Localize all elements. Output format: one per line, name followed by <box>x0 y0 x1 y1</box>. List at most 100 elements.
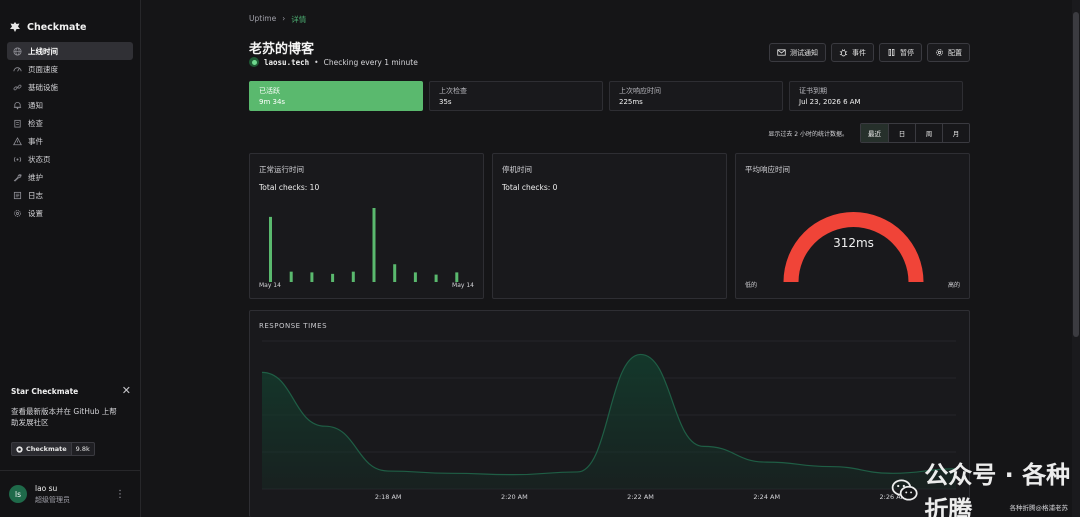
test-notification-button[interactable]: 测试通知 <box>769 43 826 62</box>
star-description: 查看最新版本并在 GitHub 上帮助发展社区 <box>11 407 117 427</box>
range-option[interactable]: 最近 <box>861 124 888 142</box>
mail-icon <box>777 49 786 56</box>
user-role: 超级管理员 <box>35 495 70 504</box>
gauge-fill <box>783 211 924 282</box>
sidebar-item-clipboard[interactable]: 检查 <box>7 114 133 132</box>
incidents-button[interactable]: 事件 <box>831 43 874 62</box>
uptime-total-checks: Total checks: 10 <box>259 183 320 192</box>
sidebar-item-warning[interactable]: 事件 <box>7 132 133 150</box>
close-icon[interactable]: ✕ <box>121 384 131 397</box>
stat-card: 已活跃 9m 34s <box>249 81 423 111</box>
monitor-actions: 测试通知 事件 暂停 配置 <box>769 43 970 62</box>
star-checkmate-card: Star Checkmate ✕ 查看最新版本并在 GitHub 上帮助发展社区… <box>0 380 140 456</box>
range-option[interactable]: 日 <box>888 124 915 142</box>
sidebar-item-label: 上线时间 <box>28 46 58 56</box>
pause-button[interactable]: 暂停 <box>879 43 922 62</box>
scrollbar[interactable] <box>1072 0 1080 517</box>
uptime-bar[interactable] <box>413 272 417 282</box>
uptime-bar[interactable] <box>455 272 459 282</box>
settings-icon <box>13 209 22 218</box>
checkmate-logo-icon <box>10 22 20 32</box>
clipboard-icon <box>13 119 22 128</box>
watermark-small: 各种折腾@格浦老苏 <box>1009 504 1069 512</box>
github-star-count: 9.8k <box>71 442 95 456</box>
configure-label: 配置 <box>948 49 962 57</box>
x-tick-label: 2:22 AM <box>627 493 654 501</box>
scroll-thumb[interactable] <box>1073 12 1079 337</box>
uptime-bar[interactable] <box>310 272 314 282</box>
status-up-icon <box>249 57 259 67</box>
sidebar-item-label: 日志 <box>28 190 43 200</box>
sidebar-item-wrench[interactable]: 维护 <box>7 168 133 186</box>
range-option[interactable]: 月 <box>942 124 969 142</box>
response-line <box>261 353 957 476</box>
uptime-bar[interactable] <box>331 273 335 282</box>
brand-name: Checkmate <box>27 21 87 33</box>
bell-icon <box>13 101 22 110</box>
uptime-bar[interactable] <box>289 271 293 282</box>
range-option[interactable]: 周 <box>915 124 942 142</box>
downtime-panel: 停机时间 Total checks: 0 <box>492 153 727 299</box>
warning-icon <box>13 136 22 146</box>
link-icon <box>13 83 22 92</box>
stat-label: 已活跃 <box>259 87 280 95</box>
sidebar-item-globe[interactable]: 上线时间 <box>7 42 133 60</box>
separator-dot: • <box>314 57 319 67</box>
breadcrumb-root[interactable]: Uptime <box>249 14 277 23</box>
stat-card: 上次响应时间 225ms <box>609 81 783 111</box>
uptime-panel: 正常运行时间 Total checks: 10 May 14 May 14 <box>249 153 484 299</box>
response-area <box>262 354 956 489</box>
broadcast-icon <box>13 155 22 164</box>
stats-row: 已活跃 9m 34s 上次检查 35s 上次响应时间 225ms 证书到期 Jul 23, 2… <box>249 81 963 111</box>
sidebar-item-label: 状态页 <box>28 154 51 164</box>
sidebar: Checkmate 上线时间页面速度基础设施 通知 检查事件状态页维护日志设置 St… <box>0 0 141 517</box>
uptime-bar[interactable] <box>393 264 397 282</box>
uptime-bar-chart <box>269 208 459 282</box>
uptime-bar[interactable] <box>351 271 355 282</box>
stat-label: 上次检查 <box>439 87 467 95</box>
globe-icon <box>13 46 22 56</box>
sidebar-item-bell[interactable]: 通知 <box>7 96 133 114</box>
brand[interactable]: Checkmate <box>0 0 140 36</box>
user-profile[interactable]: ls lao su 超级管理员 ⋮ <box>0 470 140 517</box>
uptime-panel-title: 正常运行时间 <box>259 165 304 174</box>
log-icon <box>13 191 22 200</box>
sidebar-item-log[interactable]: 日志 <box>7 186 133 204</box>
uptime-x-end: May 14 <box>452 282 474 289</box>
incidents-label: 事件 <box>852 49 866 57</box>
sidebar-item-label: 事件 <box>28 136 43 146</box>
star-title: Star Checkmate <box>11 387 79 396</box>
gear-icon <box>936 49 943 56</box>
uptime-bar[interactable] <box>372 208 376 282</box>
sidebar-item-gauge[interactable]: 页面速度 <box>7 60 133 78</box>
pause-label: 暂停 <box>900 49 914 57</box>
configure-button[interactable]: 配置 <box>927 43 970 62</box>
github-badge[interactable]: Checkmate 9.8k <box>11 442 129 456</box>
gauge-high-label: 高的 <box>947 282 960 289</box>
range-note: 显示过去 2 小时的统计数据。 <box>768 130 848 138</box>
watermark: 公众号 · 各种折腾 <box>891 455 1080 517</box>
github-icon <box>16 445 23 453</box>
stat-value: Jul 23, 2026 6 AM <box>799 98 861 106</box>
page-title: 老苏的博客 <box>249 42 315 57</box>
stat-value: 9m 34s <box>259 98 286 106</box>
uptime-bar[interactable] <box>269 216 272 282</box>
more-vertical-icon[interactable]: ⋮ <box>115 489 125 500</box>
monitor-url: laosu.tech <box>264 57 310 67</box>
sidebar-item-label: 页面速度 <box>28 64 58 74</box>
avg-response-value: 312ms <box>833 236 874 250</box>
stat-card: 证书到期 Jul 23, 2026 6 AM <box>789 81 963 111</box>
stat-value: 225ms <box>619 98 643 106</box>
response-times-panel: RESPONSE TIMES 2:18 AM 2:20 AM 2:22 AM 2:24… <box>249 310 970 517</box>
github-star-button[interactable]: Checkmate <box>11 442 72 456</box>
sidebar-item-link[interactable]: 基础设施 <box>7 78 133 96</box>
wechat-icon <box>891 479 918 501</box>
sidebar-item-settings[interactable]: 设置 <box>7 204 133 222</box>
x-tick-label: 2:24 AM <box>753 493 780 501</box>
x-tick-label: 2:18 AM <box>375 493 402 501</box>
uptime-bar[interactable] <box>434 274 438 282</box>
avg-response-panel: 平均响应时间 312ms 低的 高的 <box>735 153 970 299</box>
response-times-chart: 2:18 AM 2:20 AM 2:22 AM 2:24 AM 2:26 AM <box>261 340 957 501</box>
sidebar-item-broadcast[interactable]: 状态页 <box>7 150 133 168</box>
